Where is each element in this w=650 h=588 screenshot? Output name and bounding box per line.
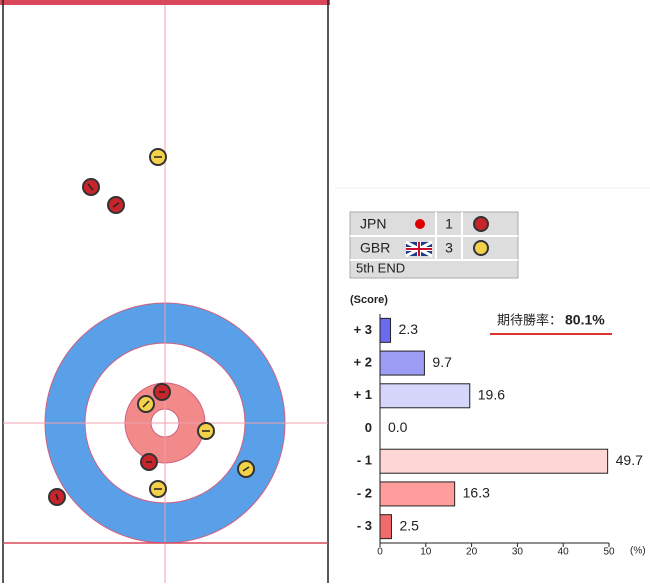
yellow-stone-icon: [473, 240, 489, 256]
team-name: GBR: [360, 240, 390, 256]
x-tick-label: 30: [512, 547, 524, 558]
x-tick-label: 10: [420, 547, 432, 558]
flag-cross-red: [406, 242, 432, 256]
team-name: JPN: [360, 216, 386, 232]
y-tick-label: - 1: [357, 453, 372, 468]
flag-jpn: [415, 219, 425, 229]
handle: [87, 183, 94, 191]
x-tick-label: 20: [466, 547, 478, 558]
bar: [379, 350, 425, 376]
handle: [112, 202, 120, 208]
x-tick-label: 50: [603, 547, 615, 558]
stone-handles: [55, 156, 250, 501]
y-tick-label: + 3: [354, 322, 372, 337]
value-label: 2.5: [399, 517, 419, 533]
handle: [55, 493, 59, 501]
value-label: 0.0: [388, 419, 408, 435]
bar: [379, 481, 456, 507]
hog-line: [0, 0, 330, 5]
red-stone-icon: [473, 216, 489, 232]
handle: [242, 466, 250, 472]
chart: (Score) (%) 期待勝率： 80.1%: [350, 294, 646, 557]
annotation-value: 80.1%: [565, 312, 605, 328]
value-label: 19.6: [478, 386, 505, 402]
value-label: 16.3: [463, 485, 490, 501]
y-tick-label: - 3: [357, 518, 372, 533]
team-score: 1: [445, 216, 453, 232]
x-axis-label: (%): [630, 546, 646, 557]
y-tick-label: + 1: [354, 387, 372, 402]
value-label: 2.3: [399, 321, 419, 337]
handle: [142, 400, 150, 408]
x-tick-label: 40: [558, 547, 570, 558]
y-tick-label: 0: [365, 420, 372, 435]
end-label: 5th END: [356, 260, 405, 275]
bar: [379, 383, 471, 409]
y-tick-label: + 2: [354, 355, 372, 370]
scoreboard: JPN 1 GBR 3 5th END: [349, 211, 519, 279]
scoreboard-bg: [349, 211, 519, 279]
bar: [379, 317, 392, 343]
bar: [379, 448, 609, 474]
curling-sheet: [0, 0, 330, 583]
value-label: 9.7: [432, 354, 452, 370]
flag-gbr: [405, 240, 433, 258]
x-tick-label: 0: [377, 547, 383, 558]
value-label: 49.7: [616, 452, 643, 468]
y-tick-label: - 2: [357, 485, 372, 500]
annotation-label: 期待勝率：: [497, 312, 562, 327]
bar: [379, 514, 392, 540]
team-score: 3: [445, 240, 453, 256]
y-axis-label: (Score): [350, 294, 388, 306]
